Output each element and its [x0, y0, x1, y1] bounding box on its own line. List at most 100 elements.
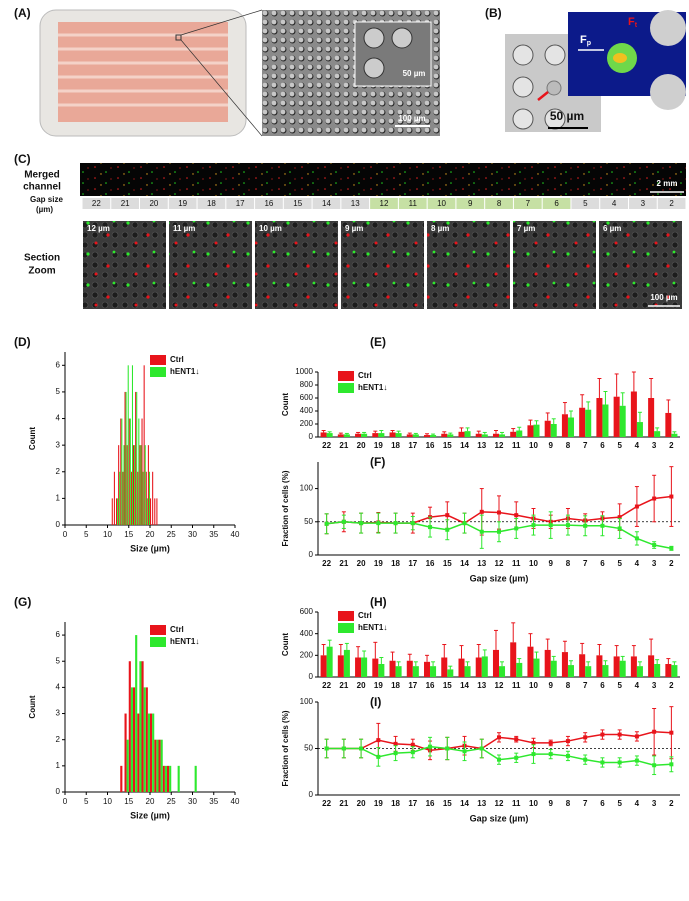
marker	[445, 513, 450, 518]
gap-label: 19	[178, 199, 187, 208]
y-tick-label: 3	[56, 709, 61, 718]
histogram-bar	[128, 418, 130, 525]
histogram-bar	[158, 739, 161, 792]
x-tick-label: 12	[495, 559, 504, 568]
histogram-bar	[164, 765, 167, 792]
x-tick-label: 0	[63, 530, 68, 539]
histogram-bar	[122, 471, 124, 525]
force-symbol: F	[628, 16, 635, 28]
bar	[326, 433, 333, 437]
marker	[497, 735, 501, 740]
y-tick-label: 1	[56, 493, 61, 502]
histogram-bar	[142, 471, 144, 525]
histogram-bar	[135, 391, 137, 525]
x-tick-label: 14	[460, 799, 469, 808]
histogram-bar	[133, 445, 135, 525]
zoom-line	[180, 9, 263, 36]
marker	[634, 536, 639, 541]
y-tick-label: 1	[56, 761, 61, 770]
bar	[544, 649, 551, 677]
histogram-bar	[127, 365, 129, 525]
histogram-bar	[154, 739, 157, 792]
y-tick-label: 0	[309, 432, 314, 441]
bar	[406, 434, 413, 437]
histogram-bar	[111, 498, 113, 525]
histogram-bar	[140, 445, 142, 525]
zoom-cells	[169, 221, 252, 309]
legend-label: Ctrl	[170, 355, 184, 364]
histogram-bar	[150, 498, 152, 525]
x-tick-label: 17	[408, 799, 417, 808]
x-tick-label: 5	[617, 681, 622, 690]
panel-label: (A)	[14, 6, 31, 20]
y-tick-label: 0	[56, 520, 61, 529]
x-tick-label: 14	[460, 681, 469, 690]
bar	[596, 398, 603, 437]
bar	[630, 656, 637, 677]
scale-label: 100 µm	[398, 114, 425, 123]
zoom-label: 9 µm	[345, 224, 363, 233]
x-tick-label: 40	[231, 530, 240, 539]
bar	[430, 435, 437, 437]
marker	[479, 746, 484, 751]
marker	[497, 510, 501, 515]
legend-swatch	[150, 637, 166, 647]
bar	[481, 656, 488, 677]
x-tick-label: 22	[322, 681, 331, 690]
marker	[565, 739, 570, 744]
x-tick-label: 18	[391, 799, 400, 808]
zoom-cells	[255, 221, 338, 309]
y-tick-label: 50	[304, 517, 313, 526]
histogram-bar	[133, 687, 136, 792]
bar	[441, 433, 448, 437]
arrow	[537, 91, 549, 101]
marker	[479, 529, 484, 534]
marker	[600, 523, 605, 528]
x-tick-label: 15	[443, 559, 452, 568]
y-tick-label: 400	[300, 406, 314, 415]
marker	[428, 525, 433, 530]
y-tick-label: 800	[300, 380, 314, 389]
legend-label: Ctrl	[358, 611, 372, 620]
marker	[634, 758, 639, 763]
x-tick-label: 6	[600, 799, 605, 808]
marker	[548, 752, 553, 757]
x-tick-label: 8	[566, 799, 571, 808]
y-axis-label: Fraction of cells (%)	[281, 710, 290, 786]
y-tick-label: 6	[56, 360, 61, 369]
x-tick-label: 15	[443, 799, 452, 808]
x-tick-label: 14	[460, 559, 469, 568]
marker	[617, 732, 622, 737]
x-tick-label: 9	[548, 799, 553, 808]
y-tick-label: 0	[309, 790, 314, 799]
gap-label: 15	[293, 199, 302, 208]
bar	[567, 417, 574, 437]
y-tick-label: 50	[304, 744, 313, 753]
bar	[585, 409, 592, 437]
gap-cell	[542, 198, 571, 209]
marker	[514, 737, 519, 742]
bar	[527, 425, 534, 437]
marker	[669, 546, 674, 551]
histogram-bar	[143, 687, 146, 792]
marker	[634, 734, 639, 739]
bar	[665, 412, 672, 437]
y-tick-label: 100	[300, 484, 314, 493]
bar	[326, 646, 333, 677]
x-tick-label: 11	[512, 799, 521, 808]
y-tick-label: 3	[56, 440, 61, 449]
histogram-bar	[139, 445, 141, 525]
bar	[337, 434, 344, 437]
bar	[458, 431, 465, 437]
bar	[361, 433, 368, 437]
bar	[648, 398, 655, 437]
panel-label: (I)	[370, 695, 381, 709]
histogram-bar	[146, 498, 148, 525]
marker	[376, 754, 381, 759]
marker	[565, 753, 570, 758]
force-symbol: F	[580, 34, 587, 46]
force-label: Fp	[580, 34, 591, 47]
marker	[583, 757, 588, 762]
y-tick-label: 100	[300, 697, 314, 706]
